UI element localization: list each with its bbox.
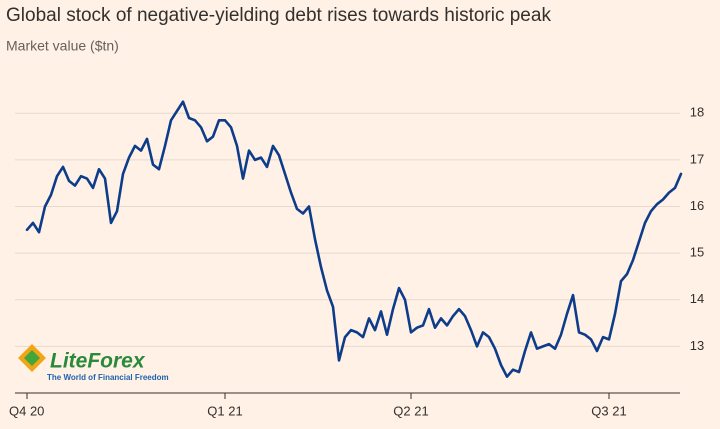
- watermark-tagline: The World of Financial Freedom: [47, 373, 169, 382]
- y-tick-label: 18: [690, 105, 704, 120]
- chart-subtitle: Market value ($tn): [6, 38, 119, 54]
- y-tick-label: 14: [690, 291, 704, 306]
- logo-shape: [24, 350, 40, 366]
- y-tick-label: 17: [690, 151, 704, 166]
- y-tick-label: 13: [690, 338, 704, 353]
- y-tick-label: 16: [690, 198, 704, 213]
- x-tick-label: Q3 21: [591, 403, 626, 418]
- x-tick-label: Q4 20: [9, 403, 44, 418]
- watermark-brand: LiteForex: [50, 350, 146, 373]
- data-line: [25, 100, 683, 378]
- chart-title: Global stock of negative-yielding debt r…: [6, 5, 551, 26]
- x-tick-label: Q1 21: [207, 403, 242, 418]
- y-tick-label: 15: [690, 245, 704, 260]
- watermark: LiteForex The World of Financial Freedom: [18, 344, 169, 382]
- x-tick-label: Q2 21: [393, 403, 428, 418]
